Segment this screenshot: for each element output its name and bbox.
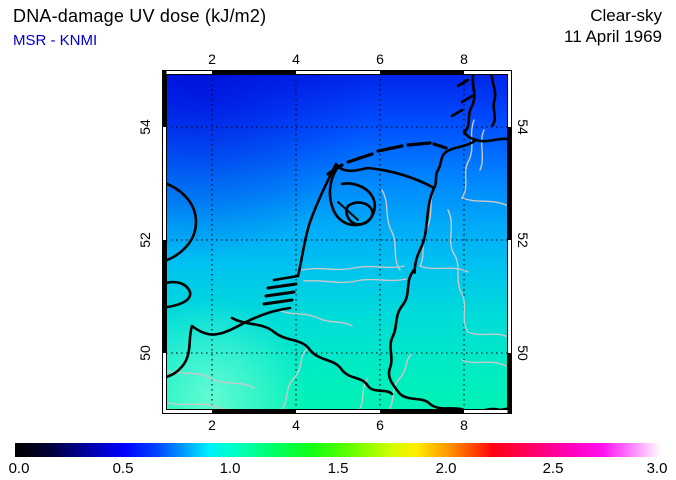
colorbar-tick-2.5: 2.5	[542, 460, 564, 477]
lon-tick-bottom-6: 6	[376, 417, 384, 433]
annotation-date: 11 April 1969	[564, 27, 662, 46]
map-plot	[160, 68, 514, 414]
lon-tick-bottom-2: 2	[208, 417, 216, 433]
annotation-clearsky: Clear-sky	[590, 6, 662, 25]
colorbar-tick-0.0: 0.0	[8, 460, 30, 477]
map-frame	[162, 70, 512, 414]
lat-tick-right-52: 52	[515, 232, 531, 248]
lon-tick-top-6: 6	[376, 51, 384, 67]
lon-tick-bottom-8: 8	[460, 417, 468, 433]
lon-tick-top-4: 4	[292, 51, 300, 67]
lat-tick-left-54: 54	[137, 119, 153, 135]
colorbar-tick-1.0: 1.0	[219, 460, 241, 477]
colorbar-tick-0.5: 0.5	[112, 460, 134, 477]
colorbar-tick-2.0: 2.0	[435, 460, 457, 477]
lon-tick-top-8: 8	[460, 51, 468, 67]
coastline	[160, 68, 514, 414]
subtitle-source: MSR - KNMI	[13, 32, 98, 49]
lat-tick-right-50: 50	[515, 345, 531, 361]
lat-tick-left-50: 50	[137, 345, 153, 361]
lon-tick-top-2: 2	[208, 51, 216, 67]
colorbar-tick-3.0: 3.0	[646, 460, 668, 477]
dose-field	[162, 70, 512, 414]
lat-tick-right-54: 54	[515, 119, 531, 135]
colorbar-tick-1.5: 1.5	[327, 460, 349, 477]
map-svg	[160, 68, 514, 414]
lat-tick-left-52: 52	[137, 232, 153, 248]
page-title: DNA-damage UV dose (kJ/m2)	[13, 6, 267, 26]
lon-tick-bottom-4: 4	[292, 417, 300, 433]
colorbar-gradient	[15, 443, 661, 457]
